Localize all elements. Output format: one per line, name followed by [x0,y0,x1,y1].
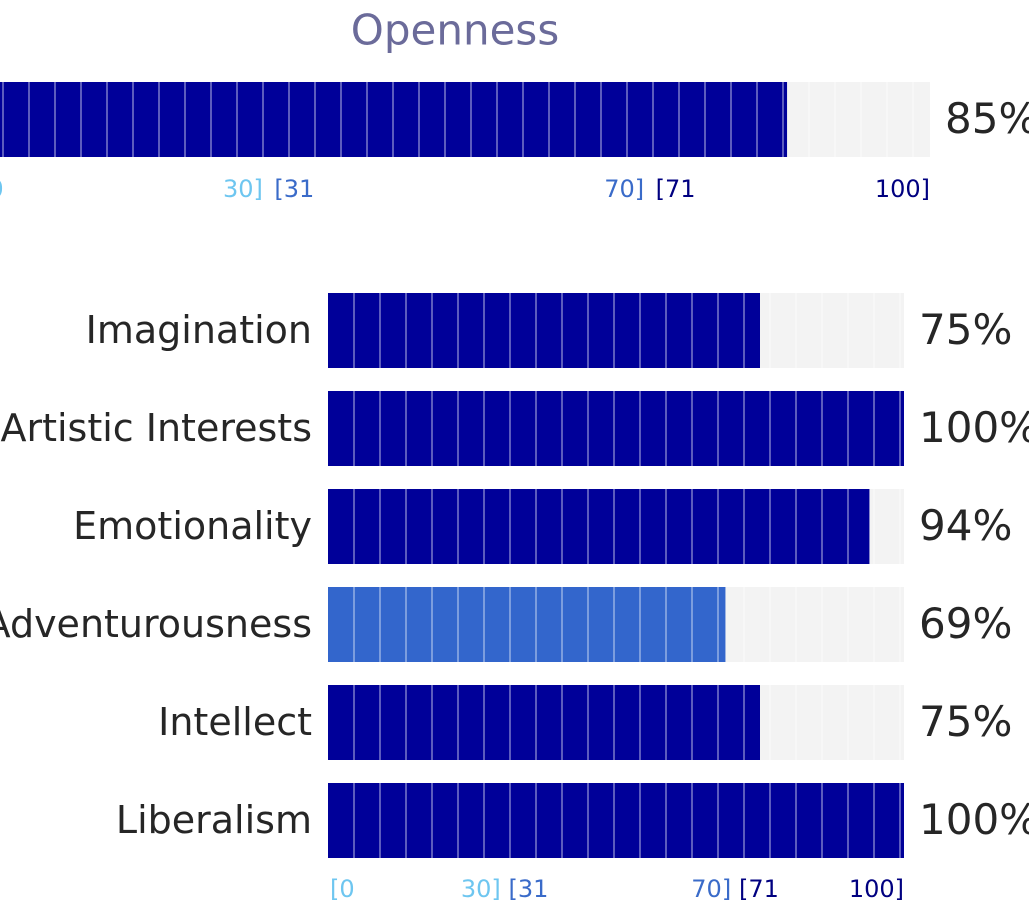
category-label: Imagination [86,308,312,352]
x-tick-label: [71 [739,875,779,903]
x-tick-label: 100] [875,175,930,203]
x-tick-label: [31 [274,175,314,203]
category-label: Liberalism [116,798,312,842]
bar [328,587,726,662]
category-label: Emotionality [73,504,312,548]
category-label: Intellect [158,700,312,744]
x-tick-label: [0 [0,175,4,203]
bar [328,685,760,760]
category-label: Adventurousness [0,602,312,646]
value-label: 94% [919,501,1012,550]
x-tick-label: 30] [461,875,501,903]
bar [328,489,870,564]
category-label: Artistic Interests [0,406,312,450]
x-tick-label: 100] [849,875,904,903]
x-tick-label: 70] [604,175,644,203]
x-tick-label: 30] [223,175,263,203]
x-tick-label: [31 [509,875,549,903]
bar [328,293,760,368]
value-label: 75% [919,697,1012,746]
value-label: 85% [945,94,1029,143]
bar [328,391,904,466]
value-label: 100% [919,795,1029,844]
x-tick-label: [0 [330,875,355,903]
bar [328,783,904,858]
x-tick-label: [71 [656,175,696,203]
chart-title: Openness [351,6,559,55]
x-tick-label: 70] [691,875,731,903]
value-label: 75% [919,305,1012,354]
value-label: 69% [919,599,1012,648]
value-label: 100% [919,403,1029,452]
